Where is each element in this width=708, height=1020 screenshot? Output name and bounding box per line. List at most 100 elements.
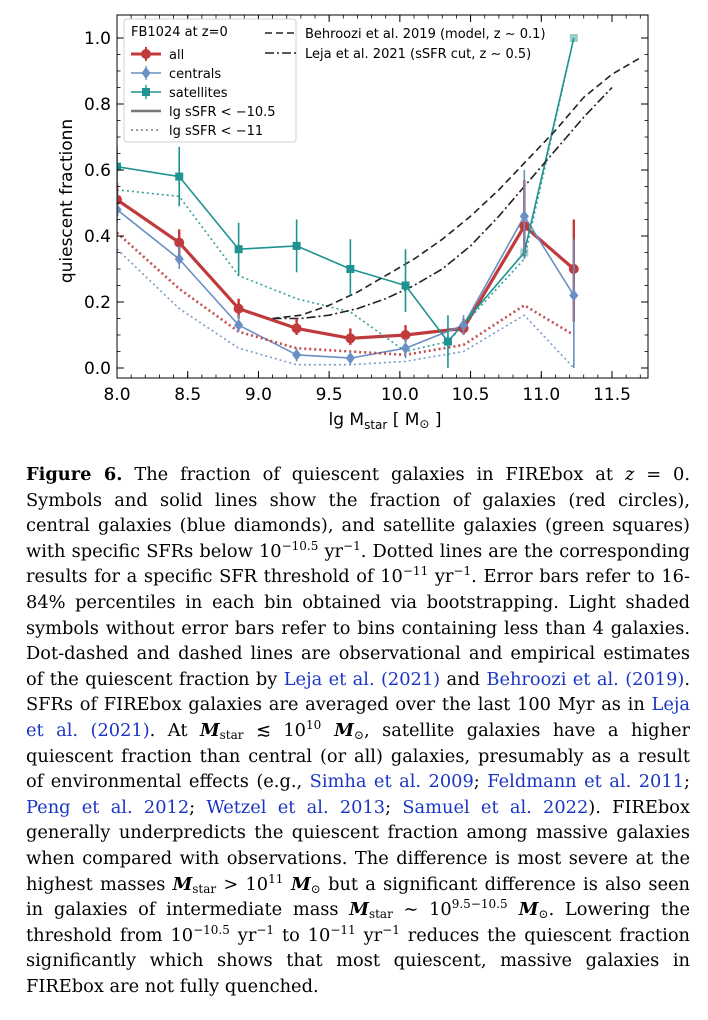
caption-text: reduces the quiescent fraction significa… — [26, 924, 690, 997]
caption-var-m: M — [349, 899, 369, 921]
caption-sup: −1 — [453, 564, 472, 579]
legend-label-dashdot: Leja et al. 2021 (sSFR cut, z ∼ 0.5) — [305, 47, 531, 62]
legend-swatch-marker — [141, 49, 151, 59]
y-tick-label: 0.2 — [84, 293, 111, 313]
caption-text: but a significant difference is also see… — [26, 873, 690, 921]
caption-sup: 10 — [305, 717, 322, 732]
marker-centrals-5 — [401, 342, 411, 355]
caption-sup: −10.5 — [281, 538, 319, 553]
caption-sup: 9.5−10.5 — [451, 897, 508, 912]
marker-satellites-7 — [520, 248, 529, 257]
citation-link-feldmann-2011[interactable]: Feldmann et al. 2011 — [487, 771, 684, 793]
citation-link-simha-2009[interactable]: Simha et al. 2009 — [309, 771, 474, 793]
series-line-6 — [272, 57, 641, 320]
marker-centrals-1 — [174, 253, 184, 266]
caption-sup: −1 — [382, 922, 400, 937]
caption-sup: 11 — [268, 871, 284, 886]
caption-text: The fraction of quiescent galaxies in FI… — [122, 464, 625, 485]
x-tick-label: 10.5 — [452, 385, 490, 405]
legend-right: Behroozi et al. 2019 (model, z ∼ 0.1) Lej… — [265, 27, 546, 62]
legend-left-frame — [123, 18, 297, 143]
legend-label-gray: lg sSFR < −10.5 — [169, 105, 276, 120]
marker-centrals-8 — [569, 289, 579, 302]
caption-text: ). FIREbox generally underpredicts the q… — [26, 796, 690, 895]
caption-var-m: M — [507, 899, 539, 921]
caption-var-m: M — [199, 719, 220, 741]
caption-text: to 10 — [274, 924, 331, 946]
citation-link-samuel-2022[interactable]: Samuel et al. 2022 — [402, 796, 589, 818]
caption-text: . SFRs of FIREbox galaxies are averaged … — [26, 668, 690, 716]
caption-var-m: M — [321, 719, 354, 741]
quiescent-fraction-chart: 8.0 8.5 9.0 9.5 10.0 10.5 11.0 11.5 0.0 0.2 0.4 0.6… — [57, 14, 649, 432]
x-tick-label: 11.5 — [593, 385, 631, 405]
caption-sub: ⊙ — [353, 727, 365, 742]
citation-link-leja-2021[interactable]: Leja et al. (2021) — [283, 668, 441, 690]
marker-satellites-0 — [117, 162, 121, 171]
marker-satellites-8 — [569, 34, 578, 42]
marker-centrals-0 — [117, 203, 122, 216]
marker-satellites-4 — [346, 265, 355, 273]
x-axis-label-close: ] — [429, 410, 441, 430]
y-tick-label: 0.8 — [84, 95, 111, 115]
marker-all-0 — [117, 194, 122, 205]
x-axis-label-main: lg M — [328, 410, 364, 430]
marker-centrals-7 — [519, 210, 529, 223]
y-axis-label: quiescent fractionn — [57, 119, 77, 283]
marker-satellites-2 — [234, 245, 243, 254]
caption-var-m: M — [172, 873, 193, 895]
caption-sub: star — [192, 881, 217, 896]
citation-link-peng-2012[interactable]: Peng et al. 2012 — [26, 796, 190, 818]
caption-text: ; — [684, 771, 690, 793]
plot-area — [117, 34, 641, 369]
figure-label: Figure 6. — [26, 464, 123, 485]
caption-text: ; — [473, 771, 488, 793]
y-tick-label: 1.0 — [84, 29, 111, 49]
caption-text: ∼ 10 — [392, 899, 452, 921]
legend-label-all: all — [169, 48, 184, 63]
marker-centrals-4 — [345, 352, 355, 365]
y-tick-label: 0.0 — [84, 359, 111, 379]
caption-text: . Lowering the threshold from 10 — [26, 899, 690, 946]
sun-symbol: ⊙ — [419, 417, 429, 431]
plot-frame — [116, 14, 649, 379]
marker-centrals-3 — [292, 348, 302, 361]
x-tick-label: 10.0 — [381, 385, 419, 405]
caption-var-m: M — [283, 873, 311, 895]
caption-text: ≲ 10 — [243, 719, 306, 741]
citation-link-leja-2021[interactable]: Leja et al. (2021) — [26, 694, 690, 741]
legend-left: FB1024 at z=0 all centrals satellites lg sSF… — [123, 18, 297, 143]
marker-all-3 — [291, 323, 302, 334]
caption-text: ; — [189, 796, 207, 818]
citation-link-wetzel-2013[interactable]: Wetzel et al. 2013 — [206, 796, 386, 818]
legend-title: FB1024 at z=0 — [131, 25, 228, 40]
caption-text: > 10 — [216, 873, 269, 895]
caption-text: yr — [229, 924, 257, 946]
caption-sub: ⊙ — [310, 881, 321, 896]
marker-all-5 — [400, 330, 411, 340]
axes: 8.0 8.5 9.0 9.5 10.0 10.5 11.0 11.5 0.0 0.2 0.4 0.6… — [84, 14, 649, 405]
legend-label-dashed: Behroozi et al. 2019 (model, z ∼ 0.1) — [305, 27, 546, 42]
legend-label-gray: lg sSFR < −11 — [169, 124, 263, 139]
caption-text: . Error bars refer to 16-84% percentiles… — [26, 566, 690, 690]
caption-text: yr — [318, 540, 344, 562]
x-axis-label: lg Mstar [ M⊙ ] — [328, 410, 441, 432]
marker-satellites-1 — [175, 172, 184, 181]
marker-satellites-3 — [292, 241, 301, 250]
caption-text: , satellite galaxies have a higher quies… — [26, 719, 690, 793]
citation-link-behroozi-2019[interactable]: Behroozi et al. (2019) — [486, 668, 685, 690]
legend-swatch-marker — [141, 67, 151, 79]
marker-centrals-2 — [234, 319, 244, 332]
x-axis-label-sub: star — [364, 418, 387, 432]
legend-label-centrals: centrals — [169, 67, 221, 82]
caption-sup: −1 — [343, 538, 361, 553]
caption-sub: ⊙ — [538, 907, 549, 922]
marker-satellites-6 — [443, 337, 452, 346]
caption-text: and — [440, 668, 487, 690]
caption-sup: −10.5 — [193, 922, 230, 937]
y-tick-label: 0.6 — [84, 161, 111, 181]
figure-caption: Figure 6. The fraction of quiescent gala… — [26, 462, 690, 999]
series-line-7 — [272, 86, 613, 320]
caption-text: . Dotted lines are the corresponding res… — [26, 540, 690, 588]
y-tick-label: 0.4 — [84, 227, 111, 247]
plot-series-group — [117, 34, 641, 369]
